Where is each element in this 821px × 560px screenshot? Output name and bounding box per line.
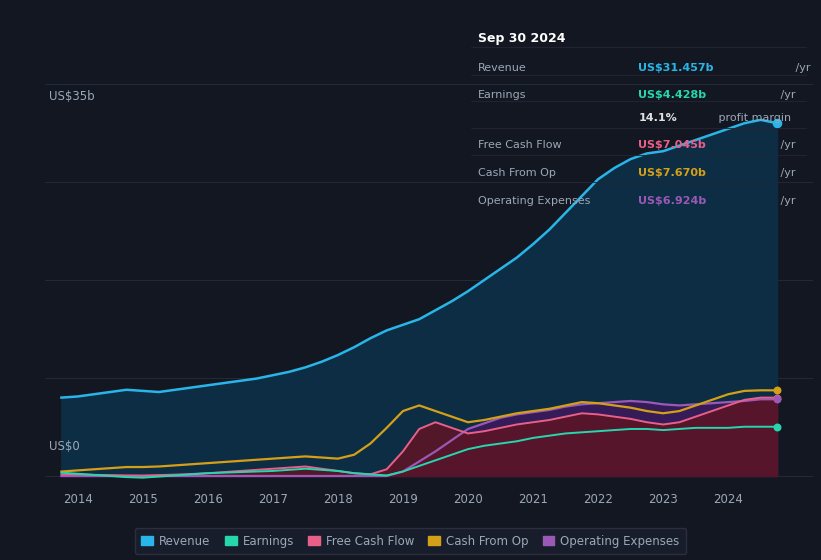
Text: /yr: /yr [777, 90, 795, 100]
Text: US$35b: US$35b [49, 90, 94, 103]
Text: /yr: /yr [777, 168, 795, 178]
Text: US$0: US$0 [49, 440, 80, 453]
Text: profit margin: profit margin [715, 113, 791, 123]
Text: Cash From Op: Cash From Op [478, 168, 556, 178]
Text: /yr: /yr [777, 140, 795, 150]
Text: Operating Expenses: Operating Expenses [478, 197, 590, 207]
Point [770, 395, 783, 404]
Point [770, 386, 783, 395]
Text: US$7.045b: US$7.045b [639, 140, 706, 150]
Point [770, 119, 783, 128]
Text: Sep 30 2024: Sep 30 2024 [478, 32, 566, 45]
Text: 14.1%: 14.1% [639, 113, 677, 123]
Point [770, 422, 783, 431]
Text: US$4.428b: US$4.428b [639, 90, 706, 100]
Text: Earnings: Earnings [478, 90, 526, 100]
Text: US$31.457b: US$31.457b [639, 63, 713, 73]
Text: /yr: /yr [777, 197, 795, 207]
Text: Revenue: Revenue [478, 63, 526, 73]
Text: US$6.924b: US$6.924b [639, 197, 707, 207]
Text: /yr: /yr [791, 63, 810, 73]
Text: US$7.670b: US$7.670b [639, 168, 706, 178]
Legend: Revenue, Earnings, Free Cash Flow, Cash From Op, Operating Expenses: Revenue, Earnings, Free Cash Flow, Cash … [135, 528, 686, 554]
Point [770, 393, 783, 402]
Text: Free Cash Flow: Free Cash Flow [478, 140, 562, 150]
